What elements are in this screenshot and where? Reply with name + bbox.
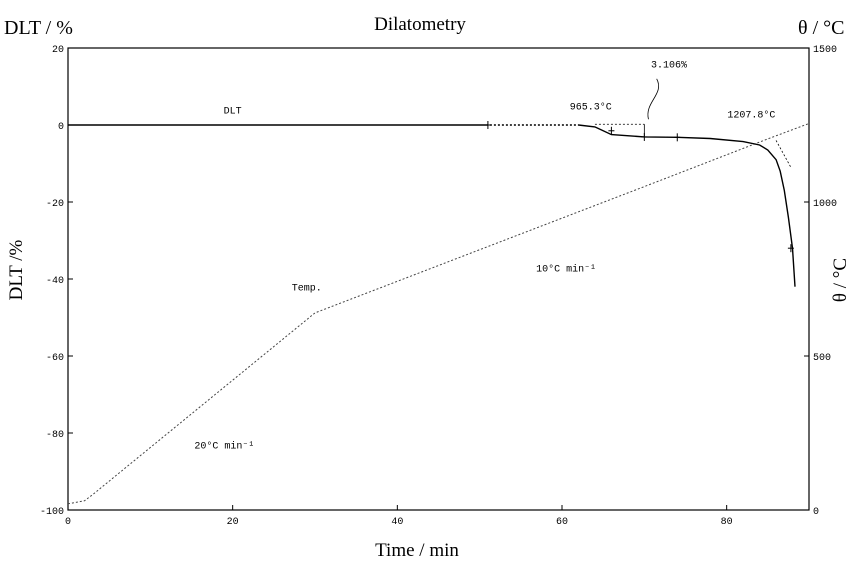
shrinkage-leader xyxy=(648,79,659,119)
left-y-tick-label: -60 xyxy=(46,353,64,364)
end-guide-line xyxy=(776,140,791,167)
heating-rate-20-label: 20°C min⁻¹ xyxy=(194,440,254,452)
right-y-tick-label: 500 xyxy=(813,353,831,364)
x-tick-label: 20 xyxy=(227,517,239,528)
left-y-tick-label: 0 xyxy=(58,122,64,133)
x-tick-label: 40 xyxy=(391,517,403,528)
left-y-tick-label: 20 xyxy=(52,45,64,56)
right-axis-side-label: θ / °C xyxy=(830,258,851,302)
left-y-tick-label: -100 xyxy=(40,507,64,518)
left-axis-side-label: DLT /% xyxy=(6,239,27,300)
chart-annotations: DLT 965.3°C 3.106% 1207.8°C Temp. 10°C min⁻¹ 2… xyxy=(194,60,775,452)
left-y-tick-label: -20 xyxy=(46,199,64,210)
shrinkage-percent-label: 3.106% xyxy=(651,60,687,71)
dlt-label: DLT xyxy=(224,106,242,117)
annotation-marks xyxy=(485,79,794,252)
onset-temperature-label: 965.3°C xyxy=(570,102,612,114)
left-y-tick-label: -40 xyxy=(46,276,64,287)
x-axis-ticks: 0 20 40 60 80 xyxy=(65,505,733,528)
temperature-series-line xyxy=(68,124,809,504)
heating-rate-10-label: 10°C min⁻¹ xyxy=(536,263,596,275)
left-y-tick-label: -80 xyxy=(46,430,64,441)
left-axis-top-label: DLT / % xyxy=(4,17,73,39)
end-temperature-label: 1207.8°C xyxy=(727,109,775,121)
right-axis-top-label: θ / °C xyxy=(798,17,844,39)
right-y-tick-label: 1500 xyxy=(813,45,837,56)
x-tick-label: 80 xyxy=(721,517,733,528)
right-y-tick-label: 0 xyxy=(813,507,819,518)
dlt-series-line xyxy=(68,125,795,287)
x-axis-label: Time / min xyxy=(375,540,459,561)
plot-frame xyxy=(68,48,809,510)
chart-title: Dilatometry xyxy=(374,14,466,35)
x-tick-label: 60 xyxy=(556,517,568,528)
x-tick-label: 0 xyxy=(65,517,71,528)
temp-label: Temp. xyxy=(292,284,322,295)
right-y-tick-label: 1000 xyxy=(813,199,837,210)
